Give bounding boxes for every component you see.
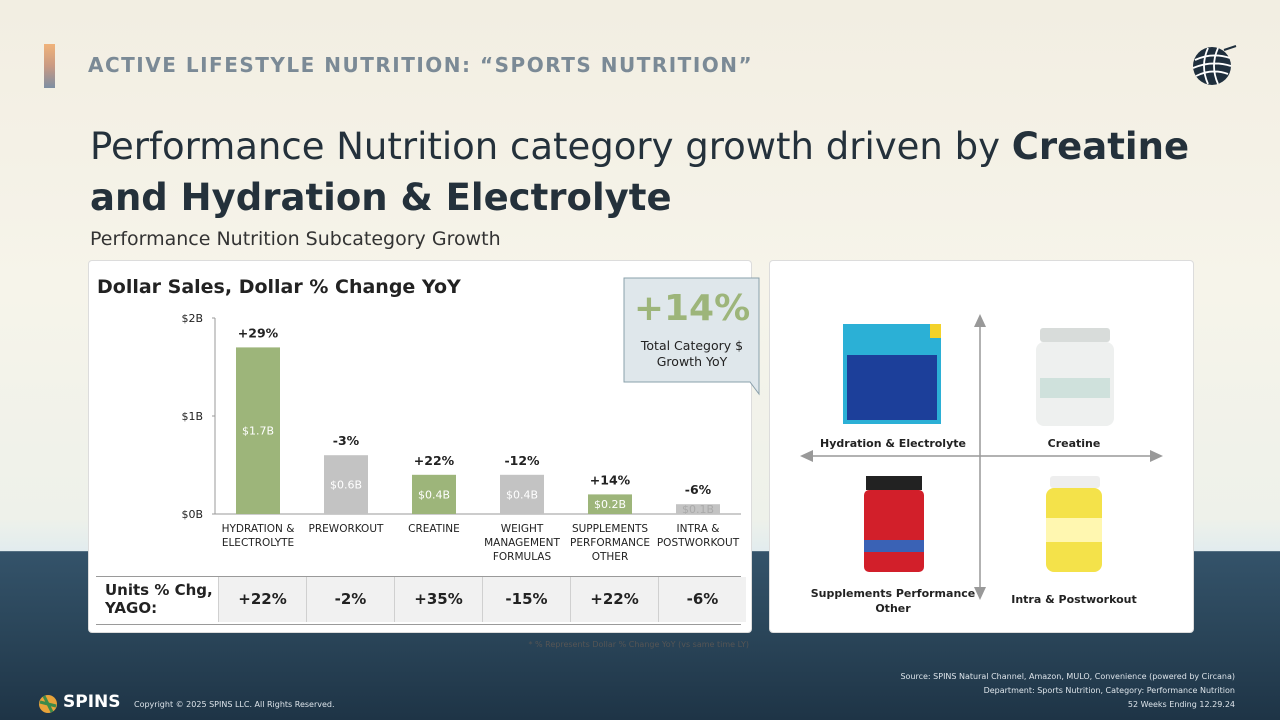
y-tick-label: $0B	[181, 508, 203, 521]
y-tick-label: $2B	[181, 312, 203, 325]
brand-icon	[39, 695, 57, 713]
quadrant-label: Intra & Postworkout	[1011, 593, 1137, 606]
units-row	[96, 576, 741, 625]
logo-globe	[1192, 45, 1237, 85]
bar-value-label: $1.7B	[242, 425, 274, 438]
callout-value: +14%	[633, 288, 751, 329]
callout-label: Total Category $ Growth YoY	[640, 338, 744, 369]
bar-annotation: -6%	[685, 482, 712, 497]
bar	[500, 474, 544, 514]
units-cell: +35%	[394, 577, 482, 622]
x-tick-label: WEIGHT MANAGEMENT FORMULAS	[484, 523, 560, 563]
units-label: Units % Chg, YAGO:	[105, 581, 213, 617]
units-cell: -2%	[306, 577, 394, 622]
bar	[412, 474, 456, 514]
y-tick-label: $1B	[181, 410, 203, 423]
product-hydration	[843, 324, 941, 424]
subtitle: Performance Nutrition Subcategory Growth	[90, 228, 501, 250]
callout-box	[623, 277, 760, 396]
product-ryse	[1046, 476, 1102, 572]
footnote: * % Represents Dollar % Change YoY (vs s…	[528, 640, 749, 649]
quadrant-label: Supplements Performance Other	[810, 587, 976, 615]
x-tick-label: HYDRATION & ELECTROLYTE	[221, 523, 295, 549]
source-line: 52 Weeks Ending 12.29.24	[1127, 700, 1235, 709]
x-tick-label: CREATINE	[408, 523, 460, 535]
units-cell: -15%	[482, 577, 570, 622]
bar-annotation: +29%	[238, 325, 279, 340]
bar-value-label: $0.1B	[682, 503, 714, 516]
accent-bar	[44, 44, 55, 88]
bar-value-label: $0.4B	[506, 488, 538, 501]
bar	[324, 455, 368, 514]
units-cell: +22%	[218, 577, 306, 622]
headline-regular: Performance Nutrition category growth dr…	[90, 125, 1001, 168]
brand: SPINS	[63, 692, 121, 712]
source-line: Source: SPINS Natural Channel, Amazon, M…	[900, 672, 1235, 681]
bar-annotation: -12%	[504, 453, 540, 468]
bar-annotation: +22%	[414, 453, 455, 468]
bar	[676, 504, 720, 514]
bar	[236, 347, 280, 514]
bar-value-label: $0.2B	[594, 498, 626, 511]
source-line: Department: Sports Nutrition, Category: …	[983, 686, 1235, 695]
bar-annotation: -3%	[333, 433, 360, 448]
section-title: ACTIVE LIFESTYLE NUTRITION: “SPORTS NUTR…	[88, 53, 754, 77]
chart-title: Dollar Sales, Dollar % Change YoY	[97, 276, 461, 298]
bar	[588, 494, 632, 514]
source: Source: SPINS Natural Channel, Amazon, M…	[700, 670, 1235, 712]
bar-annotation: +14%	[590, 472, 631, 487]
headline-bold: Creatine and Hydration & Electrolyte	[90, 125, 1190, 219]
units-cell: -6%	[658, 577, 746, 622]
product-amino	[864, 476, 924, 572]
bar-value-label: $0.6B	[330, 479, 362, 492]
copyright: Copyright © 2025 SPINS LLC. All Rights R…	[134, 700, 335, 709]
x-tick-label: SUPPLEMENTS PERFORMANCE OTHER	[570, 523, 650, 563]
quadrant-label: Creatine	[1047, 437, 1101, 450]
product-creatine	[1036, 328, 1114, 426]
quadrant-label: Hydration & Electrolyte	[820, 437, 966, 450]
units-cell: +22%	[570, 577, 658, 622]
x-tick-label: INTRA & POSTWORKOUT	[656, 523, 740, 549]
x-tick-label: PREWORKOUT	[308, 523, 384, 535]
headline: Performance Nutrition category growth dr…	[90, 121, 1210, 223]
bar-value-label: $0.4B	[418, 488, 450, 501]
